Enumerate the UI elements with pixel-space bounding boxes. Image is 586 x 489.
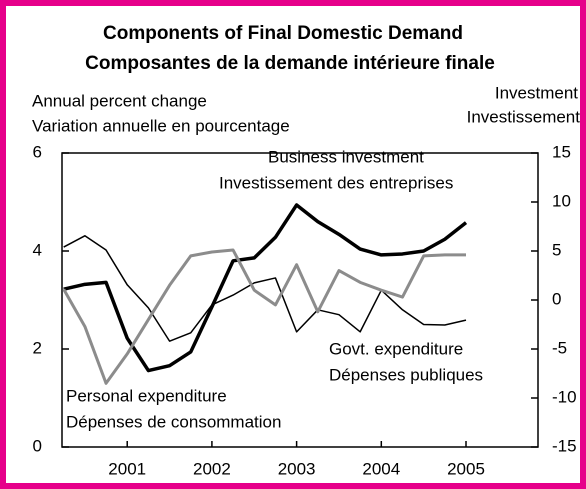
y2-tick-label: -15 [552,436,577,455]
x-tick-label: 2001 [108,459,146,478]
x-tick-label: 2002 [193,459,231,478]
series-line [62,248,467,385]
chart-title: Composantes de la demande intérieure fin… [85,53,495,74]
x-tick-label: 2005 [447,459,485,478]
y2-tick-label: 10 [552,191,571,210]
chart-title: Components of Final Domestic Demand [103,23,463,44]
y2-tick-label: 0 [552,289,561,308]
y-axis-label: Variation annuelle en pourcentage [32,116,290,135]
y2-axis-label: Investissement [467,107,581,126]
annotation: Investissement des entreprises [219,173,453,192]
y2-tick-label: -5 [552,338,567,357]
y-tick-label: 4 [33,240,42,259]
y2-tick-label: 5 [552,240,561,259]
x-tick-label: 2003 [278,459,316,478]
annotation: Business investment [268,147,424,166]
y2-tick-label: -10 [552,387,577,406]
y-tick-label: 6 [33,142,42,161]
y2-axis-label: Investment [495,83,578,102]
annotation: Dépenses publiques [329,365,483,384]
series-line [63,235,467,342]
y-axis-label: Annual percent change [32,91,207,110]
y-tick-label: 2 [33,338,42,357]
series-line [63,203,468,373]
annotation: Personal expenditure [66,386,227,405]
annotation: Dépenses de consommation [66,412,281,431]
y-tick-label: 0 [33,436,42,455]
annotation: Govt. expenditure [329,339,463,358]
x-tick-label: 2004 [362,459,400,478]
y2-tick-label: 15 [552,142,571,161]
